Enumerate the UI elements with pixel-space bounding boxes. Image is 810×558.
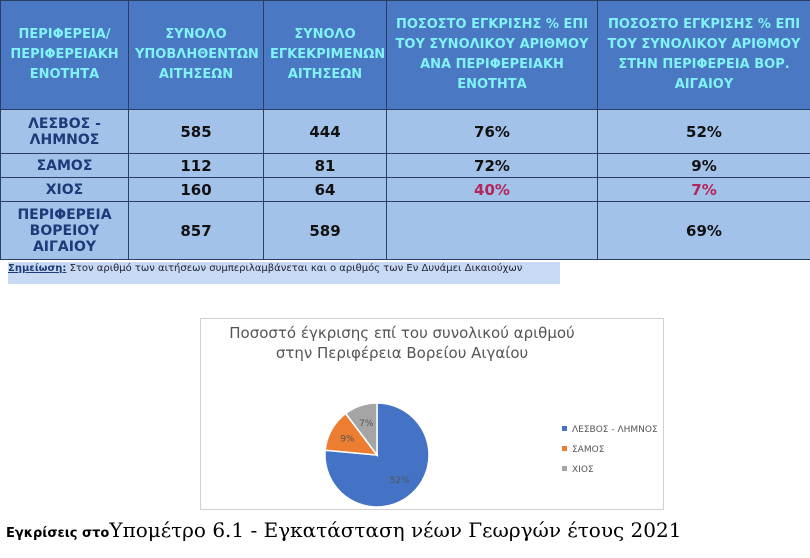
table-cell: 589 [263,201,387,260]
legend-swatch [562,426,567,431]
table-cell: 7% [597,177,810,202]
table-row: ΧΙΟΣ 160 64 40% 7% [0,177,810,202]
header-cell: ΣΥΝΟΛΟ ΥΠΟΒΛΗΘΕΝΤΩΝ ΑΙΤΗΣΕΩΝ [128,0,264,110]
slice-label: 52% [390,476,410,486]
table-cell: ΣΑΜΟΣ [0,153,129,178]
table-cell: 112 [128,153,264,178]
table-row: ΣΑΜΟΣ 112 81 72% 9% [0,153,810,178]
caption-lead: Εγκρίσεις στο [6,526,110,541]
legend-swatch [562,466,567,471]
legend-swatch [562,446,567,451]
note-text: Στον αριθμό των αιτήσεων συμπεριλαμβάνετ… [69,263,523,274]
table-cell: 9% [597,153,810,178]
chart: Ποσοστό έγκρισης επί του συνολικού αριθμ… [200,318,664,510]
slice-label: 7% [359,419,374,429]
table-cell: ΛΕΣΒΟΣ - ΛΗΜΝΟΣ [0,109,129,154]
header-cell: ΠΕΡΙΦΕΡΕΙΑ/ ΠΕΡΙΦΕΡΕΙΑΚΗ ΕΝΟΤΗΤΑ [0,0,129,110]
table-cell [386,201,598,260]
table-cell: 69% [597,201,810,260]
data-table: ΠΕΡΙΦΕΡΕΙΑ/ ΠΕΡΙΦΕΡΕΙΑΚΗ ΕΝΟΤΗΤΑ ΣΥΝΟΛΟ Υ… [0,0,810,260]
table-cell: 40% [386,177,598,202]
pie-slice [324,402,430,508]
chart-frame [200,318,664,510]
table-cell: 160 [128,177,264,202]
legend-label: ΣΑΜΟΣ [572,445,605,455]
caption: Εγκρίσεις στοΥπομέτρο 6.1 - Εγκατάσταση … [6,518,681,542]
table-cell: 72% [386,153,598,178]
table-cell: ΠΕΡΙΦΕΡΕΙΑ ΒΟΡΕΙΟΥ ΑΙΓΑΙΟΥ [0,201,129,260]
table-cell: ΧΙΟΣ [0,177,129,202]
pie-slice [344,402,378,458]
header-cell: ΣΥΝΟΛΟ ΕΓΚΕΚΡΙΜΕΝΩΝ ΑΙΤΗΣΕΩΝ [263,0,387,110]
table-cell: 81 [263,153,387,178]
chart-title: Ποσοστό έγκρισης επί του συνολικού αριθμ… [229,324,575,362]
table-cell: 585 [128,109,264,154]
legend-label: ΧΙΟΣ [572,465,594,475]
note: Σημείωση: Στον αριθμό των αιτήσεων συμπε… [8,262,560,284]
header-cell: ΠΟΣΟΣΤΟ ΕΓΚΡΙΣΗΣ % ΕΠΙ ΤΟΥ ΣΥΝΟΛΙΚΟΥ ΑΡΙ… [386,0,598,110]
table-row: ΛΕΣΒΟΣ - ΛΗΜΝΟΣ 585 444 76% 52% [0,109,810,154]
legend-label: ΛΕΣΒΟΣ - ΛΗΜΝΟΣ [572,425,658,435]
slice-label: 9% [340,435,355,445]
caption-title: Υπομέτρο 6.1 - Εγκατάσταση νέων Γεωργών … [109,518,682,542]
table-cell: 64 [263,177,387,202]
table-cell: 857 [128,201,264,260]
note-label: Σημείωση: [8,263,67,274]
header-cell: ΠΟΣΟΣΤΟ ΕΓΚΡΙΣΗΣ % ΕΠΙ ΤΟΥ ΣΥΝΟΛΙΚΟΥ ΑΡΙ… [597,0,810,110]
table-cell: 444 [263,109,387,154]
table-cell: 76% [386,109,598,154]
table-cell: 52% [597,109,810,154]
table-row: ΠΕΡΙΦΕΡΕΙΑ ΒΟΡΕΙΟΥ ΑΙΓΑΙΟΥ 857 589 69% [0,201,810,260]
